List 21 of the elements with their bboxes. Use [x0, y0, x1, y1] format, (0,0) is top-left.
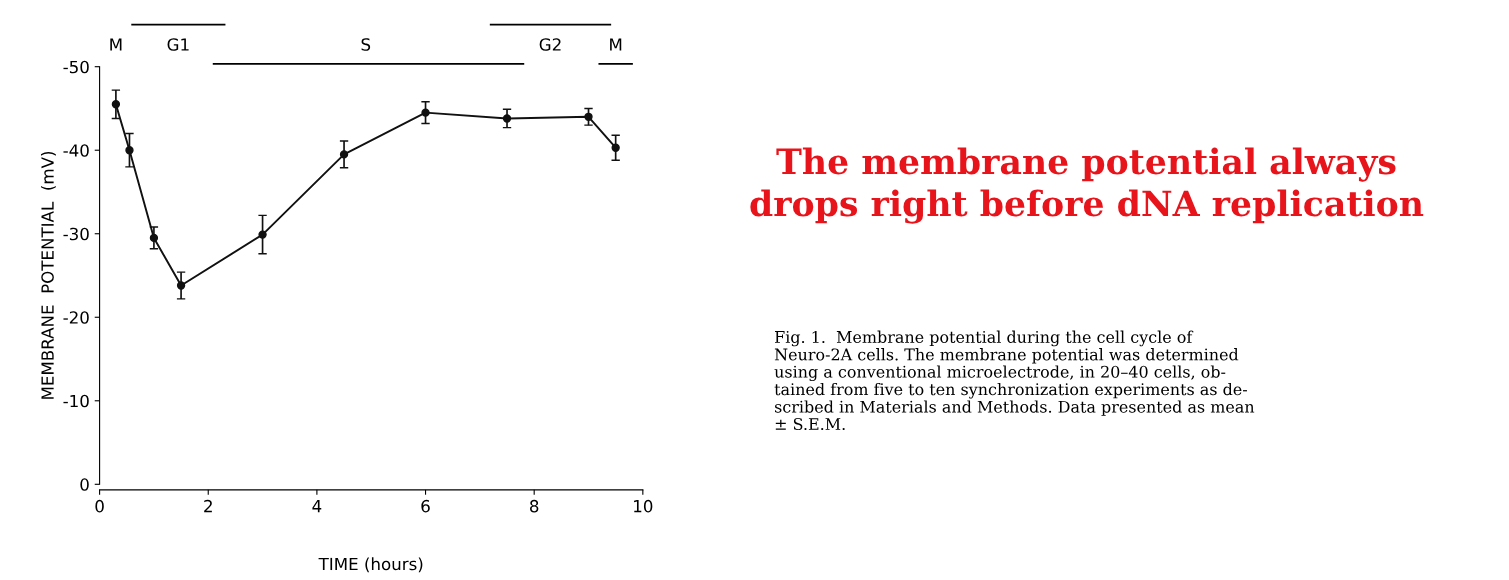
y-tick-label: -50 — [63, 60, 89, 74]
text: M — [110, 38, 122, 51]
text: The membrane potential always drops right before dNA replication — [750, 147, 1424, 224]
x-tick-label: 8 — [530, 499, 539, 513]
x-tick-label: 6 — [421, 499, 430, 513]
x-axis-title: TIME (hours) — [318, 557, 423, 573]
text: M — [610, 38, 622, 51]
y-tick-label: -30 — [63, 227, 89, 241]
x-tick-label: 0 — [95, 499, 104, 513]
y-tick-label: -20 — [63, 311, 89, 324]
y-tick-label: 0 — [80, 478, 89, 491]
y-axis-title: MEMBRANE POTENTIAL (mV) — [40, 151, 56, 399]
text: S — [361, 38, 371, 51]
x-tick-label: 2 — [204, 499, 212, 513]
y-tick-label: -10 — [63, 394, 89, 408]
caption: Fig. 1. Membrane potential during the cell cycle of Neuro-2A cells. The membrane potential was determined using a conventional microelectrode, in 20–40 cells, ob- tained from five to ten synchronization experiments as de- scribed in Materials and Methods. Data presented as mean ± S.E.M. — [774, 330, 1255, 431]
text: G2 — [539, 38, 561, 51]
y-tick-label: -40 — [63, 144, 89, 157]
x-tick-label: 4 — [312, 500, 322, 513]
x-tick-label: 10 — [634, 499, 653, 513]
text: G1 — [167, 38, 189, 51]
